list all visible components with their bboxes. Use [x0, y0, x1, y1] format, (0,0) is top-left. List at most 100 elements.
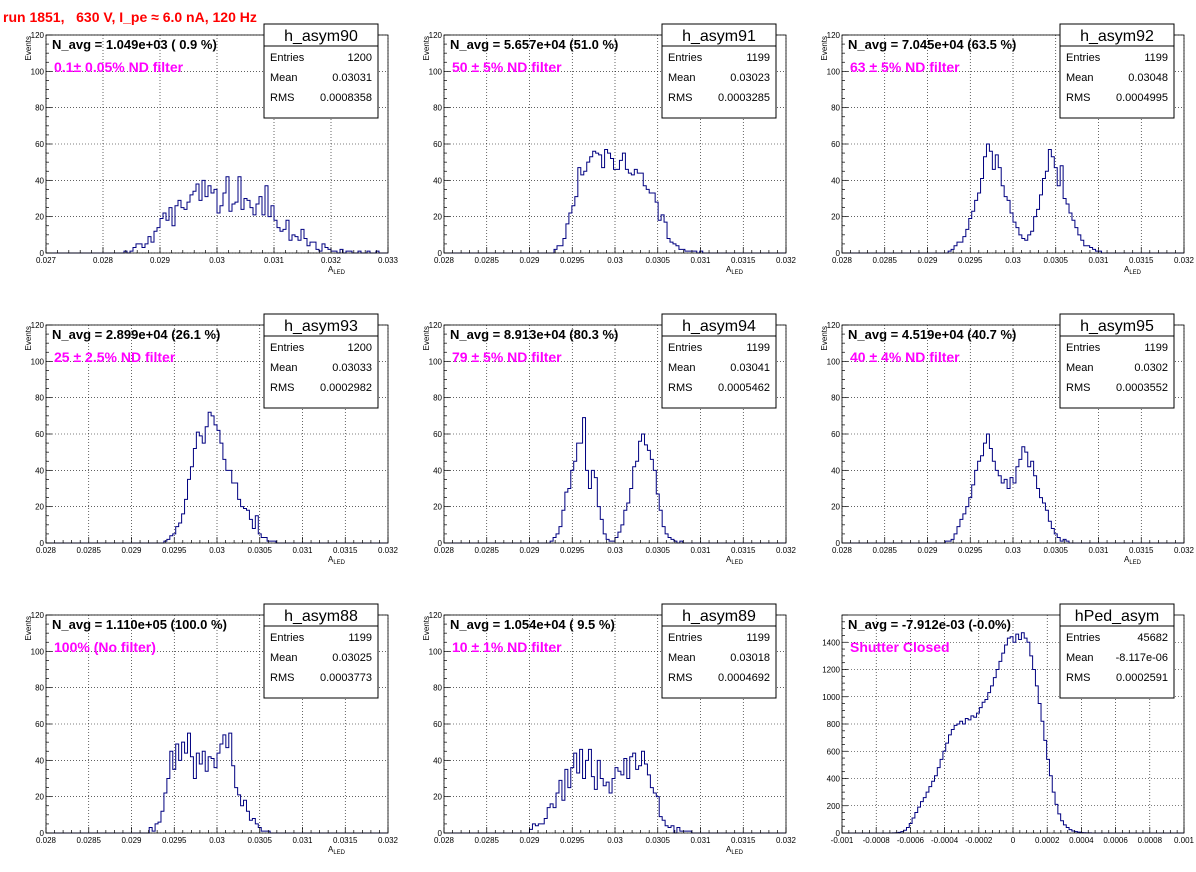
y-axis-label: Events	[820, 326, 829, 350]
histogram-series	[444, 748, 786, 834]
y-tick-label: 200	[827, 802, 841, 811]
stats-entries-value: 1200	[348, 52, 372, 64]
x-tick-label: -0.0002	[965, 836, 993, 845]
x-tick-label: 0.0295	[560, 256, 585, 265]
x-tick-label: 0.0295	[958, 256, 983, 265]
histogram-svg: 0.028 0.0285 0.029 0.0295 0.03 0.0305 0.031 0.0…	[422, 23, 796, 276]
y-tick-label: 20	[35, 503, 44, 512]
histogram-panel-h_asym92: 0.028 0.0285 0.029 0.0295 0.03 0.0305 0.031 0.0…	[796, 0, 1194, 290]
x-tick-label: 0.029	[121, 836, 142, 845]
stats-rms-value: 0.0003773	[320, 672, 372, 684]
x-tick-label: 0.0295	[162, 546, 187, 555]
x-axis-label: ALED	[328, 555, 346, 566]
histogram-panel-h_asym94: 0.028 0.0285 0.029 0.0295 0.03 0.0305 0.031 0.0…	[398, 290, 796, 580]
filter-label: 25 ± 2.5% ND filter	[54, 349, 176, 365]
stats-box: h_asym93 Entries 1200 Mean 0.03033 RMS 0.00029…	[263, 313, 379, 409]
x-tick-label: 0.0295	[560, 836, 585, 845]
histogram-svg: 0.028 0.0285 0.029 0.0295 0.03 0.0305 0.031 0.0…	[24, 603, 398, 856]
stats-entries-value: 45682	[1137, 632, 1168, 644]
y-tick-label: 60	[433, 430, 442, 439]
stats-rms-value: 0.0003552	[1116, 382, 1168, 394]
histogram-svg: 0.027 0.028 0.029 0.03 0.031 0.032 0.033 0 20 40 6…	[24, 23, 398, 276]
histogram-panel-h_asym89: 0.028 0.0285 0.029 0.0295 0.03 0.0305 0.031 0.0…	[398, 580, 796, 870]
y-tick-label: 0	[40, 539, 45, 548]
x-tick-label: 0.032	[378, 546, 398, 555]
x-tick-label: 0.0295	[560, 546, 585, 555]
histogram-panel-h_asym95: 0.028 0.0285 0.029 0.0295 0.03 0.0305 0.031 0.0…	[796, 290, 1194, 580]
x-tick-label: 0.031	[690, 546, 711, 555]
x-tick-label: 0.03	[1005, 256, 1021, 265]
y-tick-label: 80	[433, 684, 442, 693]
y-tick-label: 100	[31, 647, 45, 656]
x-tick-label: 0.031	[690, 836, 711, 845]
x-tick-label: 0.032	[776, 256, 796, 265]
y-tick-label: 400	[827, 775, 841, 784]
y-tick-label: 40	[35, 466, 44, 475]
stats-entries-label: Entries	[270, 342, 305, 354]
tick-marks	[443, 34, 787, 254]
y-tick-label: 0	[836, 539, 841, 548]
y-tick-label: 120	[827, 31, 841, 40]
y-tick-label: 40	[433, 756, 442, 765]
histogram-name: h_asym90	[284, 28, 358, 45]
y-tick-label: 100	[429, 357, 443, 366]
filter-label: 50 ± 5% ND filter	[452, 59, 562, 75]
y-tick-label: 120	[429, 31, 443, 40]
y-tick-label: 40	[831, 176, 840, 185]
x-tick-label: 0.03	[209, 256, 225, 265]
stats-rms-label: RMS	[270, 672, 294, 684]
x-tick-label: 0.0295	[162, 836, 187, 845]
stats-rms-label: RMS	[1066, 672, 1090, 684]
stats-rms-label: RMS	[668, 672, 692, 684]
y-tick-label: 60	[831, 430, 840, 439]
x-tick-label: 0.0305	[248, 546, 273, 555]
y-tick-label: 80	[35, 104, 44, 113]
x-tick-label: 0.029	[917, 256, 938, 265]
x-tick-label: 0.031	[1088, 546, 1109, 555]
stats-mean-value: 0.03041	[730, 362, 770, 374]
histogram-panel-hPed_asym: -0.001 -0.0008 -0.0006 -0.0004 -0.0002 0 0.000…	[796, 580, 1194, 870]
x-tick-label: 0.029	[519, 256, 540, 265]
y-tick-label: 120	[429, 611, 443, 620]
y-tick-label: 800	[827, 720, 841, 729]
x-tick-label: 0.029	[519, 546, 540, 555]
y-tick-label: 20	[35, 213, 44, 222]
n-avg-label: N_avg = 2.899e+04 (26.1 %)	[52, 327, 220, 342]
x-tick-label: 0.0305	[646, 836, 671, 845]
histogram-panel-h_asym93: 0.028 0.0285 0.029 0.0295 0.03 0.0305 0.031 0.0…	[0, 290, 398, 580]
x-tick-label: 0.028	[434, 546, 455, 555]
y-tick-label: 60	[433, 720, 442, 729]
x-axis-label: ALED	[726, 265, 744, 276]
x-tick-label: 0.0315	[1129, 256, 1154, 265]
x-axis-label: ALED	[726, 845, 744, 856]
y-tick-label: 60	[433, 140, 442, 149]
stats-entries-value: 1200	[348, 342, 372, 354]
stats-entries-label: Entries	[270, 52, 305, 64]
x-axis-label: ALED	[328, 265, 346, 276]
stats-rms-label: RMS	[668, 382, 692, 394]
stats-mean-label: Mean	[668, 652, 696, 664]
y-tick-label: 100	[429, 647, 443, 656]
y-tick-label: 100	[827, 67, 841, 76]
stats-rms-value: 0.0002982	[320, 382, 372, 394]
filter-label: 100% (No filter)	[54, 639, 156, 655]
x-tick-label: 0.0006	[1103, 836, 1128, 845]
x-tick-label: 0.032	[321, 256, 342, 265]
tick-marks	[841, 34, 1185, 254]
y-tick-label: 600	[827, 747, 841, 756]
x-tick-label: 0.0285	[873, 256, 898, 265]
x-tick-label: 0.0285	[77, 836, 102, 845]
stats-entries-value: 1199	[746, 342, 770, 354]
x-tick-label: 0.0004	[1069, 836, 1094, 845]
x-tick-label: -0.0006	[897, 836, 925, 845]
stats-mean-value: 0.03048	[1128, 72, 1168, 84]
n-avg-label: N_avg = 4.519e+04 (40.7 %)	[848, 327, 1016, 342]
y-tick-label: 100	[31, 67, 45, 76]
y-tick-label: 1200	[822, 666, 840, 675]
x-tick-label: 0.028	[434, 256, 455, 265]
x-tick-label: 0.028	[36, 836, 57, 845]
stats-mean-label: Mean	[1066, 72, 1094, 84]
histogram-panel-h_asym91: 0.028 0.0285 0.029 0.0295 0.03 0.0305 0.031 0.0…	[398, 0, 796, 290]
stats-entries-label: Entries	[668, 52, 703, 64]
histogram-panel-h_asym88: 0.028 0.0285 0.029 0.0295 0.03 0.0305 0.031 0.0…	[0, 580, 398, 870]
